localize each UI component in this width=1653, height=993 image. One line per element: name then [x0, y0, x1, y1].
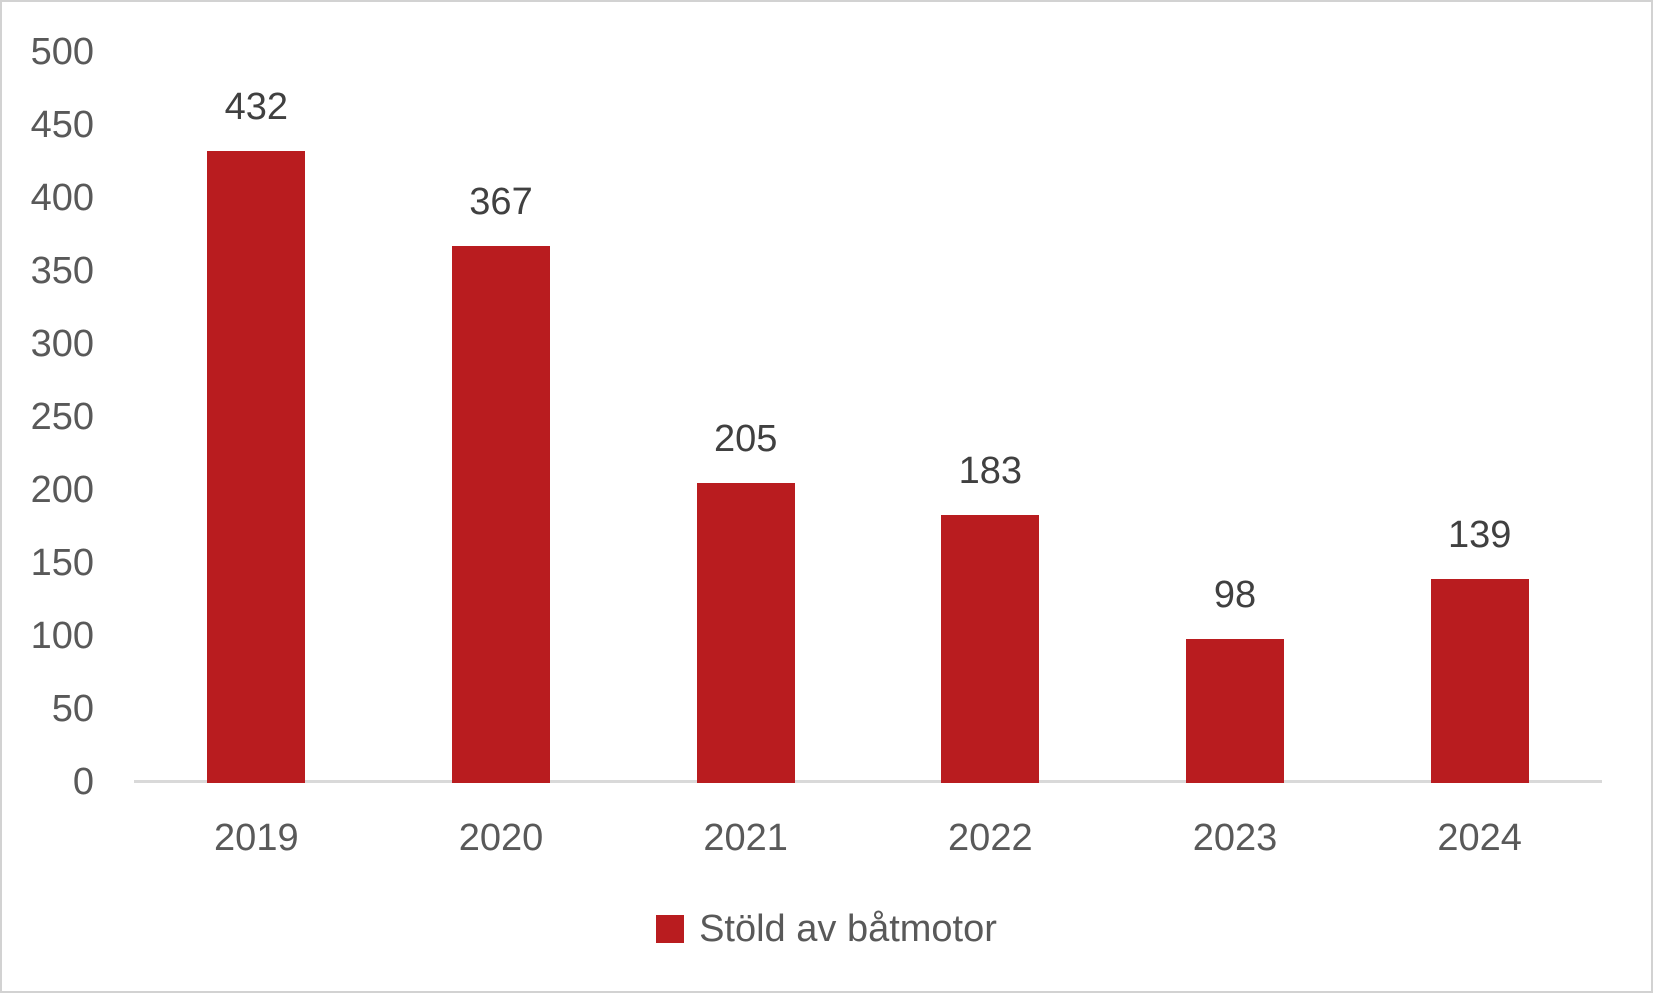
x-axis-label: 2020 — [458, 817, 544, 859]
x-axis-label: 2023 — [1192, 817, 1278, 859]
y-tick-label: 300 — [30, 323, 94, 365]
y-tick-label: 50 — [51, 688, 94, 730]
y-tick-label: 350 — [30, 250, 94, 292]
y-tick-label: 250 — [30, 396, 94, 438]
bar-value-label: 183 — [958, 449, 1023, 492]
bar-2019 — [207, 151, 306, 783]
legend-series-label: Stöld av båtmotor — [699, 907, 997, 950]
y-tick-label: 200 — [30, 469, 94, 511]
legend-swatch-icon — [656, 915, 685, 943]
y-tick-label: 150 — [30, 542, 94, 584]
y-tick-label: 0 — [72, 761, 94, 803]
x-axis-label: 2019 — [214, 817, 299, 859]
bar-2021 — [696, 482, 795, 783]
bar-value-label: 98 — [1213, 573, 1257, 616]
y-tick-label: 400 — [30, 177, 94, 219]
bar-value-label: 367 — [469, 181, 533, 224]
y-tick-label: 500 — [30, 31, 94, 73]
bar-2023 — [1186, 638, 1284, 783]
x-axis-line — [134, 780, 1602, 783]
bar-2022 — [941, 514, 1040, 783]
y-tick-label: 450 — [30, 104, 94, 146]
bar-value-label: 139 — [1447, 514, 1512, 557]
x-axis-label: 2024 — [1437, 817, 1522, 859]
x-axis-label: 2021 — [703, 817, 788, 859]
y-tick-label: 100 — [30, 615, 94, 657]
bar-value-label: 205 — [713, 417, 778, 460]
bar-2020 — [452, 246, 550, 783]
bar-value-label: 432 — [224, 86, 289, 129]
legend: Stöld av båtmotor — [2, 902, 1651, 956]
x-axis-label: 2022 — [948, 817, 1033, 859]
bar-2024 — [1430, 579, 1529, 783]
